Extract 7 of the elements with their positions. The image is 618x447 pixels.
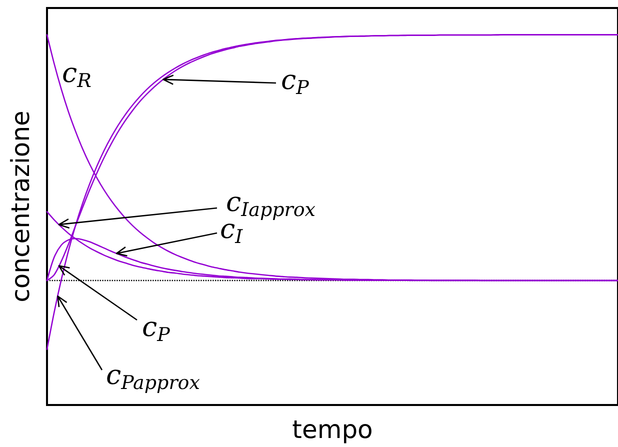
x-axis-title: tempo — [292, 415, 373, 444]
text: c$_{P}$ — [142, 312, 170, 346]
text: c$_{Iapprox}$ — [226, 187, 316, 221]
series-label: c$_{P}$ — [281, 65, 310, 99]
text: c$_{Papprox}$ — [106, 360, 200, 394]
y-axis-title: concentrazione — [6, 110, 35, 302]
series-label: c$_{R}$ — [62, 58, 92, 92]
